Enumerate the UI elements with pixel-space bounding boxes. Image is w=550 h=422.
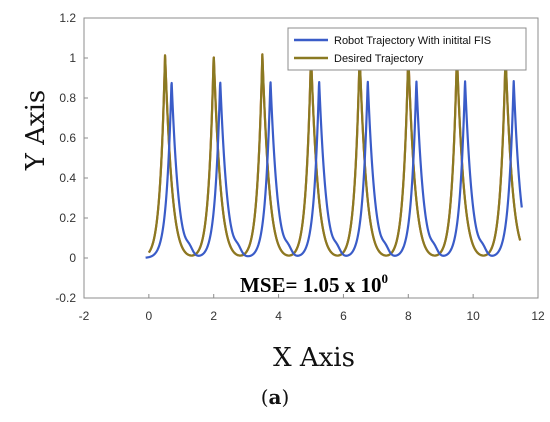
series-line (144, 80, 523, 259)
y-tick-label: 0.4 (59, 171, 76, 185)
legend: Robot Trajectory With initital FIS Desire… (287, 27, 527, 71)
panel-label-close: ) (281, 385, 290, 409)
series-line (147, 53, 522, 257)
x-tick-label: 12 (531, 309, 545, 323)
panel-label: (a) (0, 385, 550, 409)
y-tick-label: 0.2 (59, 211, 76, 225)
panel-label-letter: a (268, 385, 282, 409)
y-tick-label: 0.6 (59, 131, 76, 145)
x-tick-label: -2 (79, 309, 90, 323)
legend-entry: Desired Trajectory (334, 53, 424, 65)
mse-annotation-exponent: 0 (381, 271, 388, 286)
plot-frame (83, 17, 539, 299)
mse-annotation-text: MSE= 1.05 x 10 (240, 273, 381, 297)
y-axis-label: Y Axis (21, 90, 51, 172)
legend-box (287, 27, 527, 71)
x-axis-label: X Axis (273, 343, 355, 373)
mse-annotation: MSE= 1.05 x 100 (240, 271, 388, 297)
chart: -0.2 0 0.2 0.4 0.6 0.8 1 1.2 -2 0 2 4 6 8 10 12 Robot … (21, 11, 545, 373)
x-axis-ticks: -2 0 2 4 6 8 10 12 (79, 294, 545, 323)
panel-label-open: ( (260, 385, 269, 409)
x-tick-label: 8 (405, 309, 412, 323)
y-tick-label: 0.8 (59, 91, 76, 105)
y-tick-label: 0 (69, 251, 76, 265)
x-tick-label: 6 (340, 309, 347, 323)
y-tick-label: 1.2 (59, 11, 76, 25)
x-tick-label: 10 (466, 309, 480, 323)
x-tick-label: 4 (275, 309, 282, 323)
y-tick-label: -0.2 (55, 291, 76, 305)
x-tick-label: 2 (210, 309, 217, 323)
y-axis-ticks: -0.2 0 0.2 0.4 0.6 0.8 1 1.2 (55, 11, 88, 305)
series-layer (144, 53, 523, 259)
y-tick-label: 1 (69, 51, 76, 65)
plot-area (83, 17, 539, 299)
legend-entry: Robot Trajectory With initital FIS (334, 35, 491, 47)
x-tick-label: 0 (146, 309, 153, 323)
